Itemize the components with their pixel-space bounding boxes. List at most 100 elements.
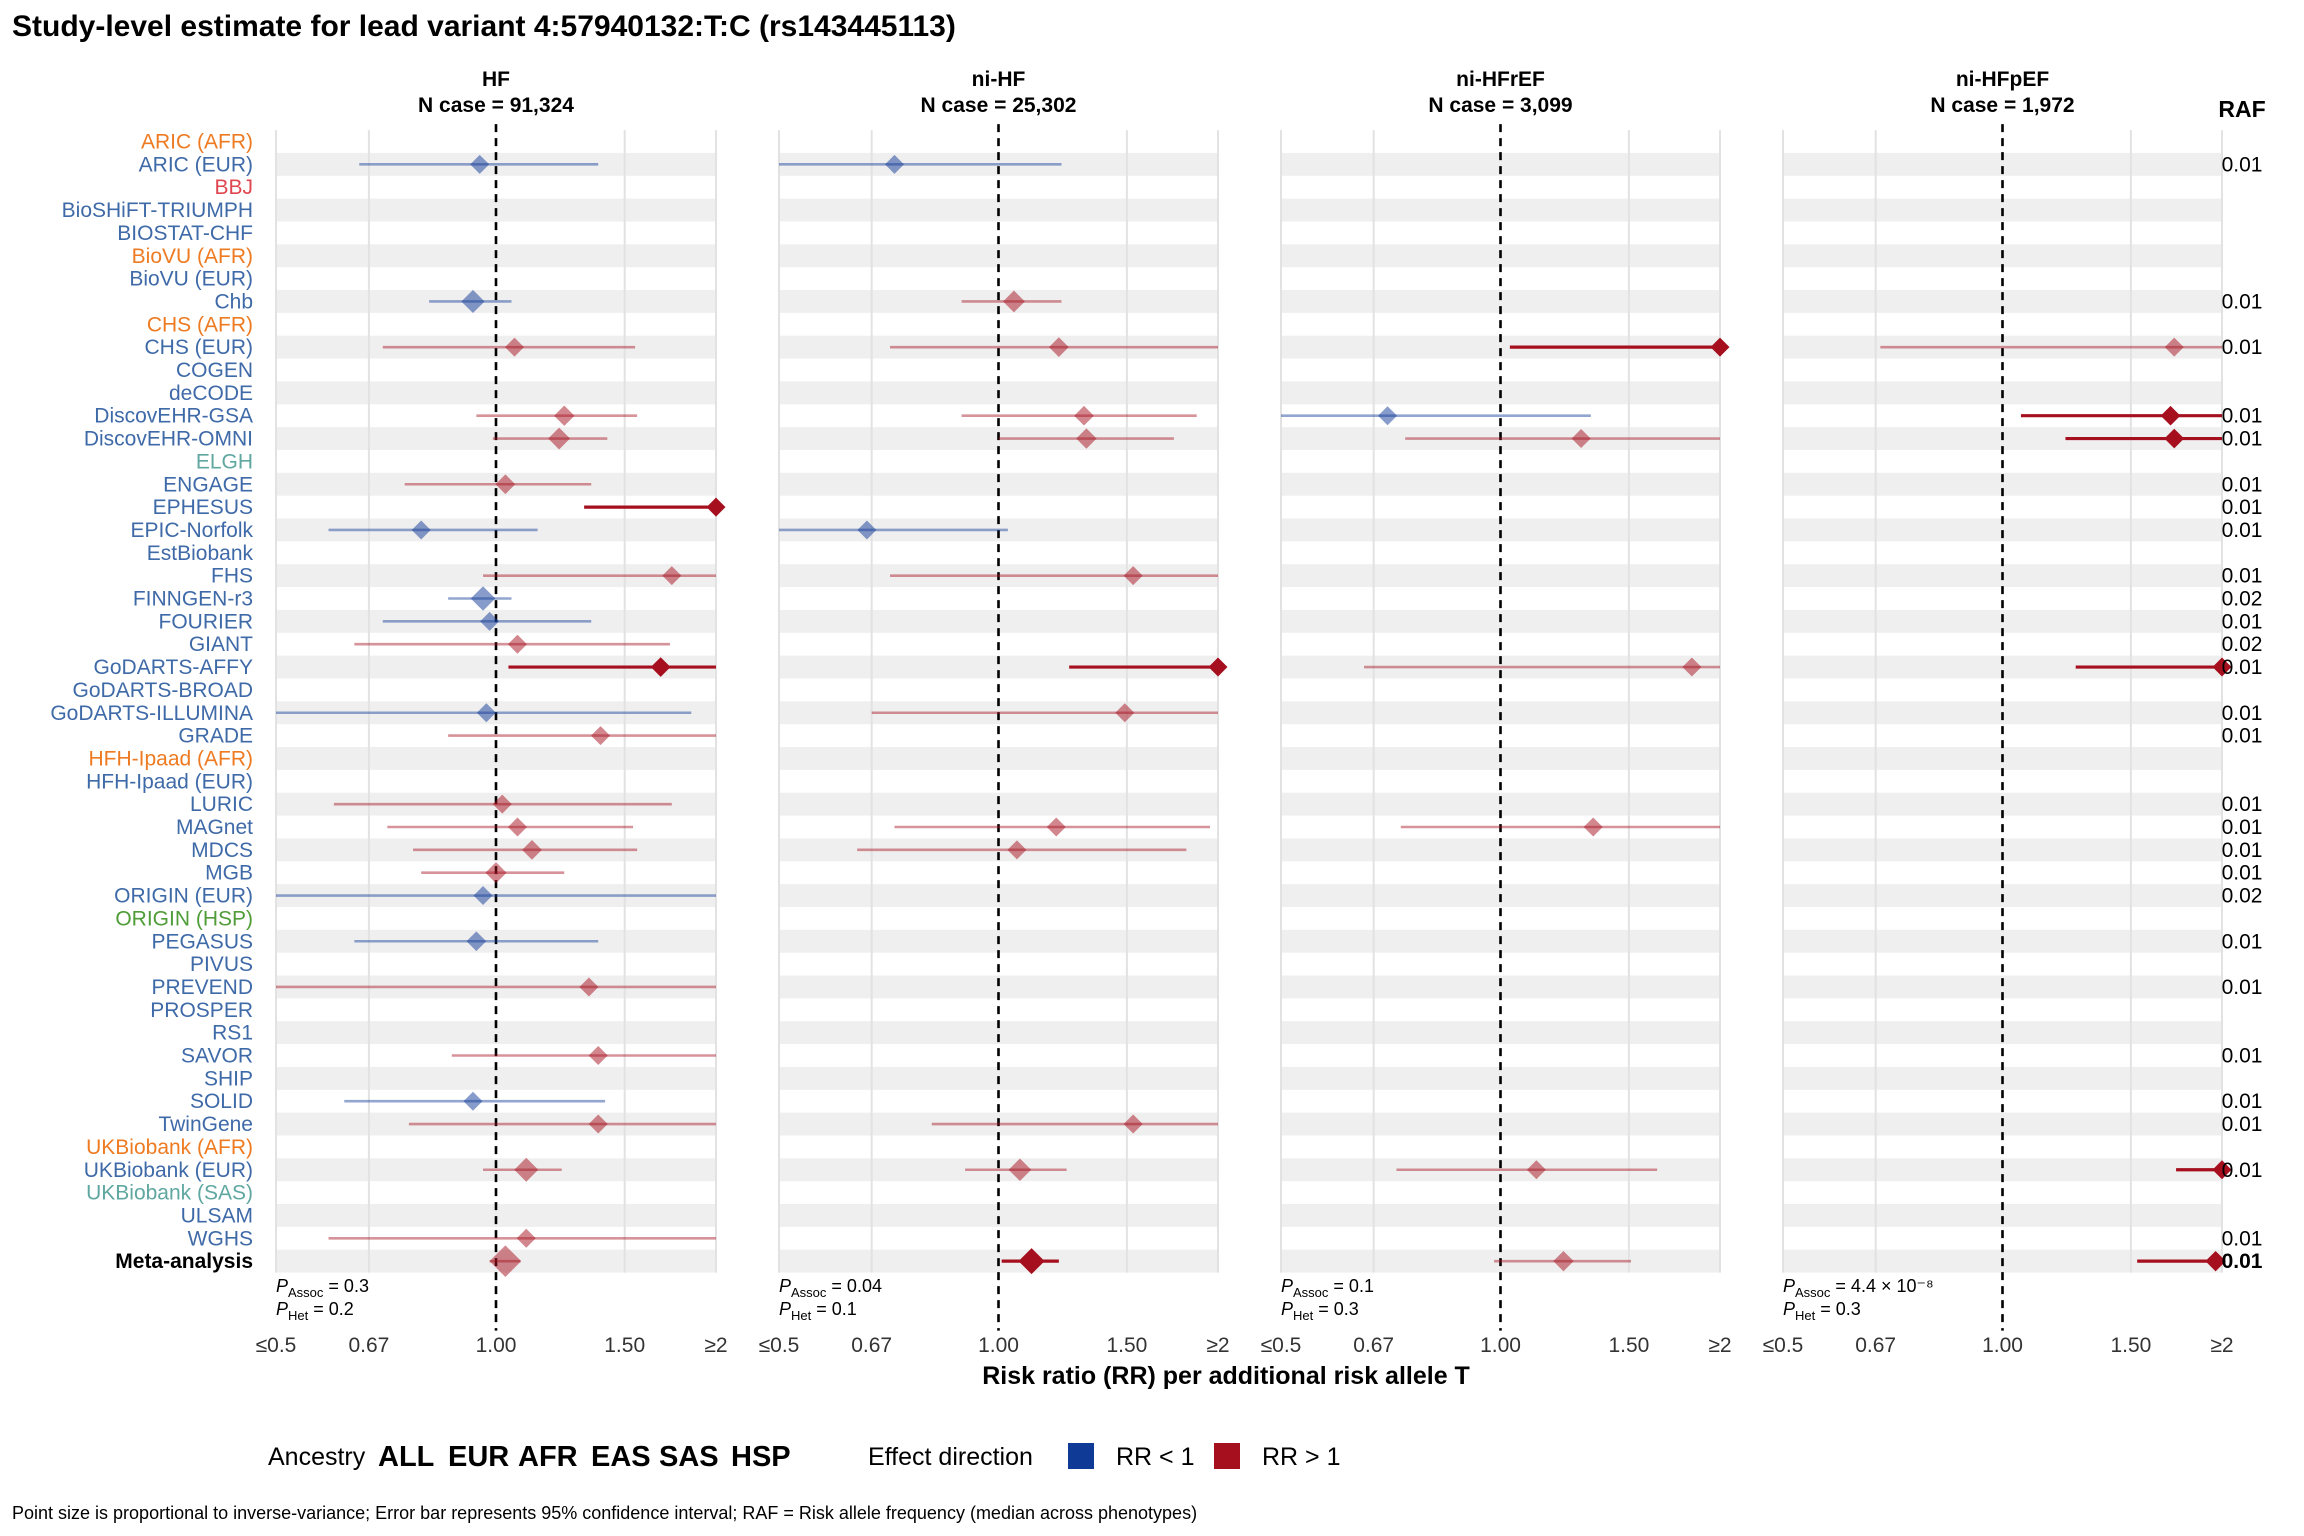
study-label: MDCS (191, 839, 253, 862)
point-estimate (1571, 429, 1591, 449)
row-band (276, 655, 716, 679)
legend-effect-swatch (1068, 1443, 1094, 1469)
point-estimate (1049, 337, 1069, 357)
x-tick-label: ≤0.5 (1261, 1334, 1302, 1357)
estimate-marks (276, 154, 2232, 1277)
study-label: HFH-Ipaad (AFR) (88, 747, 253, 770)
point-estimate (1123, 1114, 1143, 1134)
point-estimate (588, 1046, 608, 1065)
row-band (1783, 1158, 2222, 1182)
point-estimate (554, 405, 575, 426)
study-label: RS1 (212, 1022, 253, 1045)
raf-value: 0.01 (2222, 496, 2263, 519)
p-assoc: PAssoc = 4.4 × 10⁻⁸ (1783, 1276, 1934, 1300)
point-estimate (411, 520, 431, 540)
study-labels: ARIC (AFR)ARIC (EUR)BBJBioSHiFT-TRIUMPHB… (50, 131, 253, 1274)
study-label: BioVU (AFR) (132, 245, 253, 268)
point-estimate (489, 1245, 522, 1277)
row-band (1281, 975, 1720, 999)
row-band (1783, 1204, 2222, 1227)
x-tick-label: 0.67 (851, 1334, 892, 1357)
x-axis-label: Risk ratio (RR) per additional risk alle… (982, 1362, 1470, 1390)
row-band (779, 472, 1218, 496)
point-estimate (514, 1157, 539, 1182)
point-estimate (461, 289, 485, 314)
legend: Ancestry ALL EUR AFR EAS SAS HSP Effect directi… (268, 1441, 1341, 1473)
point-estimate (1526, 1160, 1546, 1180)
panel-title: ni-HFpEF (1956, 68, 2049, 91)
legend-effect-text: RR < 1 (1116, 1443, 1195, 1471)
study-label: LURIC (190, 793, 253, 816)
point-estimate (1008, 1158, 1032, 1181)
study-label: EPIC-Norfolk (130, 519, 253, 542)
point-estimate (1018, 1248, 1045, 1275)
raf-value: 0.01 (2222, 725, 2263, 748)
study-label: PIVUS (190, 953, 253, 976)
study-label: UKBiobank (EUR) (84, 1159, 253, 1182)
raf-value: 0.01 (2222, 702, 2263, 725)
row-band (779, 1158, 1218, 1182)
legend-ancestry-all: ALL (378, 1441, 434, 1473)
legend-effect-label: Effect direction (868, 1443, 1033, 1471)
figure-caption: Point size is proportional to inverse-va… (12, 1503, 1197, 1523)
row-band (1783, 472, 2222, 496)
raf-value: 0.01 (2222, 565, 2263, 588)
point-estimate (470, 154, 490, 174)
point-estimate (1007, 840, 1027, 860)
raf-value: 0.01 (2222, 1045, 2263, 1068)
study-label: WGHS (188, 1227, 253, 1250)
point-estimate (463, 1091, 483, 1111)
row-band (1281, 335, 1720, 359)
point-estimate (504, 337, 524, 357)
point-estimate (579, 977, 599, 997)
p-assoc: PAssoc = 0.04 (779, 1276, 882, 1300)
row-band (1281, 518, 1720, 542)
point-estimate (1553, 1250, 1574, 1272)
raf-value: 0.01 (2222, 153, 2263, 176)
x-axes: ≤0.5 0.67 1.00 1.50 ≥2 ≤0.5 0.67 1.00 1.50 ≥2 ≤0.5… (256, 68, 2234, 1357)
point-estimate (1378, 406, 1398, 426)
study-label: Chb (214, 290, 253, 313)
row-band (276, 975, 716, 999)
row-band (276, 1158, 716, 1182)
raf-value: 0.01 (2222, 1159, 2263, 1182)
study-label: BIOSTAT-CHF (117, 222, 253, 245)
row-band (779, 975, 1218, 999)
study-label: SHIP (204, 1067, 253, 1090)
row-band (779, 335, 1218, 359)
legend-ancestry-label: Ancestry (268, 1443, 366, 1471)
x-tick-label: 1.00 (978, 1334, 1019, 1357)
x-tick-label: ≥2 (1206, 1334, 1229, 1357)
p-assoc: PAssoc = 0.1 (1281, 1276, 1374, 1300)
study-label: UKBiobank (SAS) (86, 1182, 253, 1205)
raf-header: RAF (2218, 96, 2265, 122)
row-bands (276, 152, 2222, 1273)
legend-ancestry-afr: AFR (518, 1441, 578, 1473)
study-label: BioVU (EUR) (129, 268, 253, 291)
point-estimate (2212, 657, 2232, 677)
point-estimate (706, 497, 726, 517)
study-label: BioSHiFT-TRIUMPH (62, 199, 253, 222)
row-band (276, 335, 716, 359)
study-label: ARIC (AFR) (141, 131, 253, 154)
raf-value: 0.02 (2222, 885, 2263, 908)
p-het: PHet = 0.2 (276, 1299, 354, 1323)
row-band (779, 518, 1218, 542)
raf-column: 0.010.010.010.010.010.010.010.010.010.02… (2222, 153, 2263, 1273)
row-band (276, 290, 716, 313)
study-label: COGEN (176, 359, 253, 382)
study-label: GoDARTS-BROAD (73, 679, 253, 702)
point-estimate (857, 520, 877, 540)
study-label: MAGnet (176, 816, 253, 839)
point-estimate (476, 703, 496, 723)
row-band (1783, 335, 2222, 359)
x-tick-label: 1.50 (2110, 1334, 2151, 1357)
raf-value: 0.01 (2222, 428, 2263, 451)
panel-n-case: N case = 25,302 (921, 94, 1077, 117)
row-band (1281, 1021, 1720, 1045)
point-estimate (1046, 817, 1066, 837)
study-label: SAVOR (181, 1045, 253, 1068)
row-band (1281, 655, 1720, 679)
x-tick-label: 0.67 (1353, 1334, 1394, 1357)
